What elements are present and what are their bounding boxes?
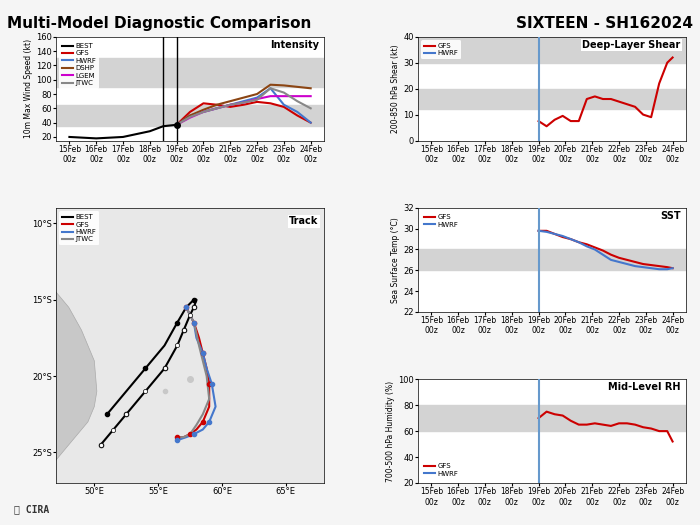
Bar — [418, 405, 686, 431]
Y-axis label: 200-850 hPa Shear (kt): 200-850 hPa Shear (kt) — [391, 44, 400, 133]
Legend: GFS, HWRF: GFS, HWRF — [421, 40, 461, 59]
Legend: BEST, GFS, HWRF, DSHP, LGEM, JTWC: BEST, GFS, HWRF, DSHP, LGEM, JTWC — [60, 40, 99, 89]
Text: Multi-Model Diagnostic Comparison: Multi-Model Diagnostic Comparison — [7, 16, 312, 31]
Text: ⓒ CIRA: ⓒ CIRA — [14, 505, 49, 514]
Y-axis label: Sea Surface Temp (°C): Sea Surface Temp (°C) — [391, 217, 400, 303]
Y-axis label: 700-500 hPa Humidity (%): 700-500 hPa Humidity (%) — [386, 381, 395, 481]
Bar — [56, 105, 324, 126]
Polygon shape — [18, 261, 97, 468]
Legend: GFS, HWRF: GFS, HWRF — [421, 212, 461, 230]
Bar — [418, 89, 686, 109]
Bar — [56, 58, 324, 87]
Text: SIXTEEN - SH162024: SIXTEEN - SH162024 — [516, 16, 693, 31]
Bar — [418, 37, 686, 62]
Y-axis label: 10m Max Wind Speed (kt): 10m Max Wind Speed (kt) — [25, 39, 33, 138]
Legend: GFS, HWRF: GFS, HWRF — [421, 460, 461, 479]
Legend: BEST, GFS, HWRF, JTWC: BEST, GFS, HWRF, JTWC — [60, 212, 99, 245]
Text: Track: Track — [289, 216, 318, 226]
Text: Intensity: Intensity — [270, 40, 318, 50]
Text: SST: SST — [660, 211, 680, 221]
Text: Deep-Layer Shear: Deep-Layer Shear — [582, 40, 680, 50]
Bar — [418, 249, 686, 270]
Text: Mid-Level RH: Mid-Level RH — [608, 382, 680, 392]
